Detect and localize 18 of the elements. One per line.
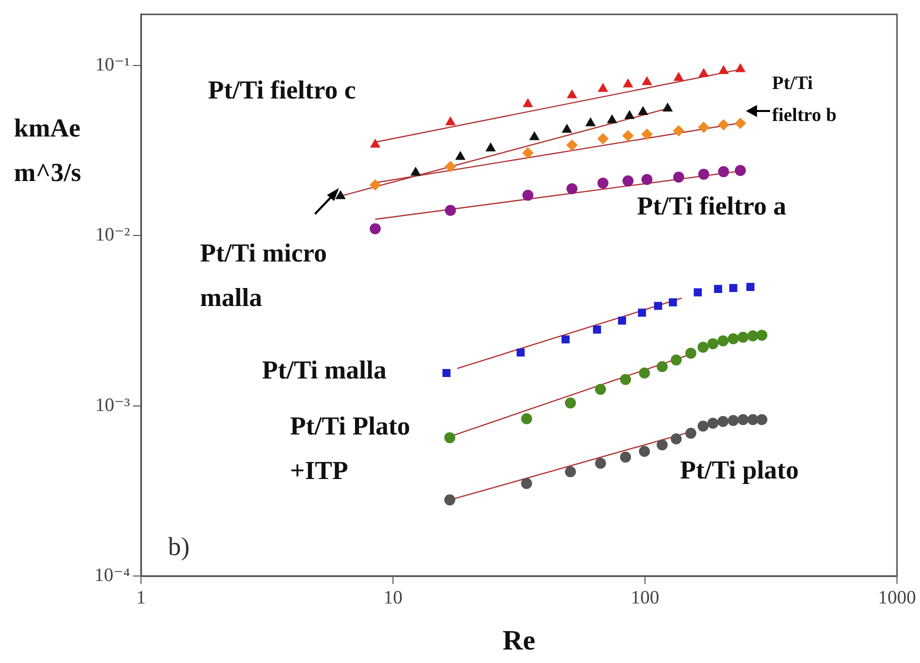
text: Pt/Ti malla (262, 356, 386, 385)
series-label: Pt/Ti plato (680, 456, 799, 485)
series-label: Pt/Ti micro malla (200, 238, 327, 312)
y-tick-label: 10⁻¹ (95, 54, 130, 76)
x-tick-label: 100 (630, 587, 660, 608)
annotation: b) (168, 532, 190, 561)
x-tick-label: 1000 (878, 587, 916, 608)
series-label: Pt/Ti Plato +ITP (290, 412, 410, 485)
y-tick-label: 10⁻³ (95, 394, 130, 416)
y-tick-label: 10⁻⁴ (94, 564, 130, 586)
series-label: Pt/Ti fieltro c (208, 76, 356, 105)
y-tick-label: 10⁻² (95, 224, 130, 246)
series-label: Pt/Ti fieltro a (637, 192, 786, 221)
y-axis-title: kmAe m^3/s (14, 114, 82, 187)
series-label: Pt/Ti fieltro b (772, 72, 837, 126)
x-tick-label: 10 (384, 587, 402, 608)
x-tick-label: 1 (136, 587, 146, 608)
x-axis-title: Re (502, 625, 536, 656)
